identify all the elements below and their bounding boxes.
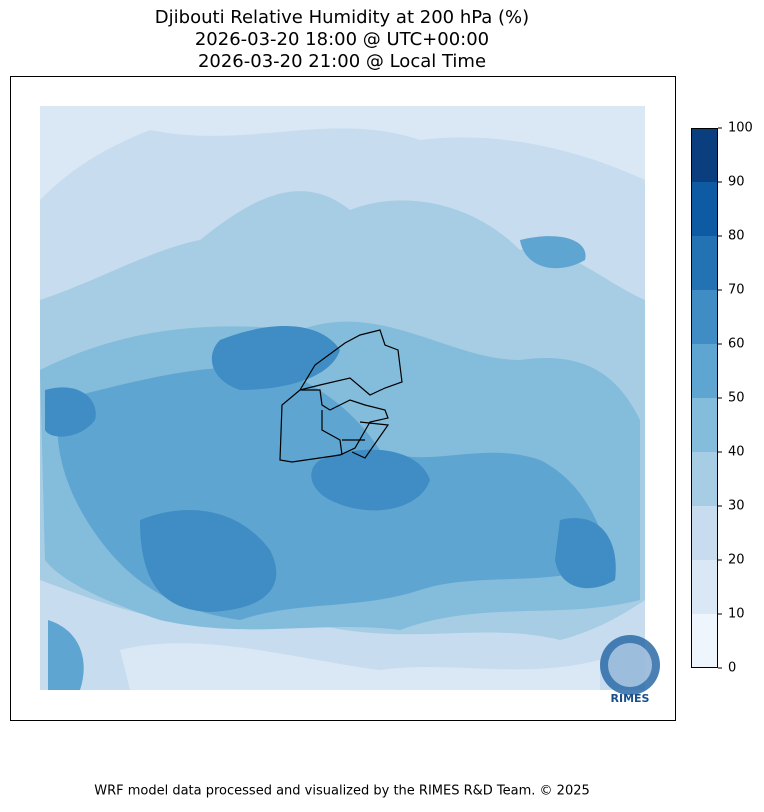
colorbar-segment	[691, 128, 718, 182]
humidity-field	[40, 106, 645, 690]
colorbar-segment	[691, 344, 718, 398]
colorbar-segment	[691, 290, 718, 344]
colorbar-tick-label: 40	[728, 445, 745, 460]
colorbar-segment	[691, 398, 718, 452]
country-borders	[279, 329, 403, 463]
colorbar-segment	[691, 452, 718, 506]
colorbar-outline	[691, 128, 718, 668]
colorbar-tick-label: 70	[728, 283, 745, 298]
title-line: 2026-03-20 18:00 @ UTC+00:00	[195, 29, 489, 50]
logo-text: RIMES	[611, 692, 650, 705]
colorbar-tick-label: 80	[728, 229, 745, 244]
colorbar-tick-label: 90	[728, 175, 745, 190]
colorbar-tick-label: 100	[728, 121, 753, 136]
logo: RIMES	[600, 635, 660, 705]
colorbar-tick-label: 30	[728, 499, 745, 514]
colorbar-tick-label: 10	[728, 607, 745, 622]
colorbar-segment	[691, 614, 718, 668]
colorbar-segment	[691, 560, 718, 614]
colorbar-tick-label: 60	[728, 337, 745, 352]
colorbar-segment	[691, 182, 718, 236]
colorbar-tick-label: 20	[728, 553, 745, 568]
colorbar-segment	[691, 236, 718, 290]
title-line: Djibouti Relative Humidity at 200 hPa (%…	[155, 7, 529, 28]
colorbar-tick-label: 0	[728, 661, 736, 676]
colorbar-tick-label: 50	[728, 391, 745, 406]
colorbar-segment	[691, 506, 718, 560]
colorbar: 0 10 20 30 40 50 60 70 80 90 100	[691, 121, 753, 676]
title-line: 2026-03-20 21:00 @ Local Time	[198, 51, 486, 72]
footer: WRF model data processed and visualized …	[94, 784, 590, 799]
